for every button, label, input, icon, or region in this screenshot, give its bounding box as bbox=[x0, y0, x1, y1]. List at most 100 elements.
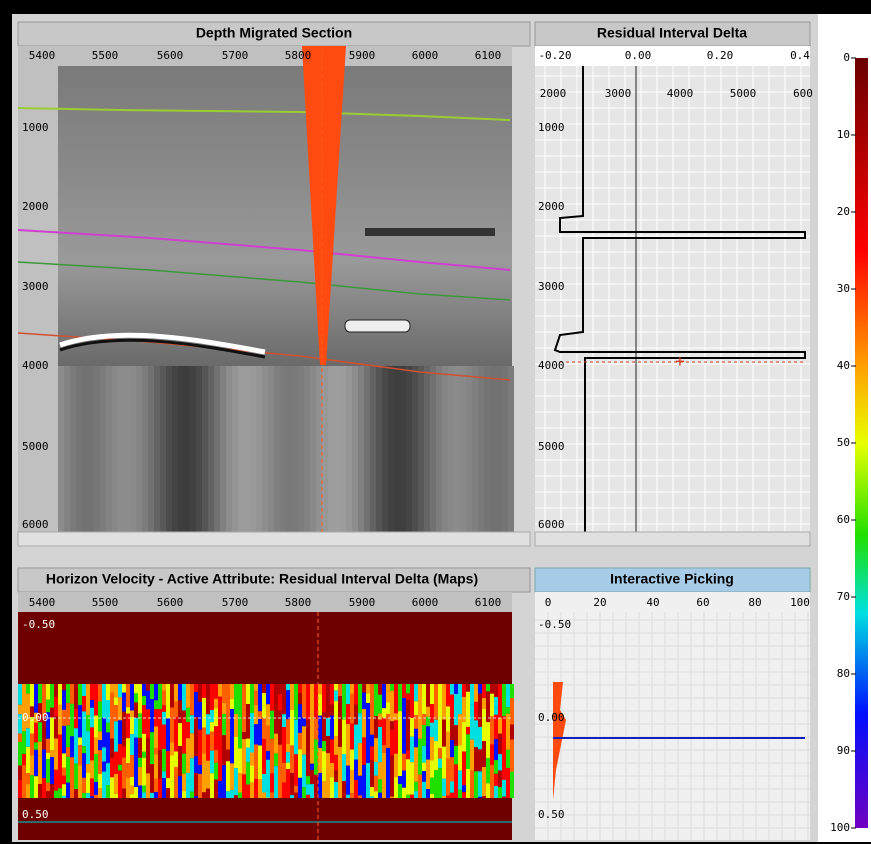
cell bbox=[298, 693, 302, 705]
cell bbox=[282, 782, 286, 798]
cell bbox=[118, 720, 122, 744]
cell bbox=[258, 778, 262, 798]
cell bbox=[450, 792, 454, 798]
cell bbox=[130, 684, 134, 711]
cell bbox=[106, 684, 110, 701]
stripe bbox=[334, 366, 340, 532]
cell bbox=[270, 684, 274, 711]
tick-label: 90 bbox=[837, 744, 850, 757]
scrollbar[interactable] bbox=[17, 531, 531, 547]
cell bbox=[434, 794, 438, 798]
cell bbox=[490, 684, 494, 694]
panel-title: Depth Migrated Section bbox=[196, 25, 352, 41]
cell bbox=[414, 747, 418, 766]
cell bbox=[362, 764, 366, 795]
cell bbox=[218, 684, 222, 697]
cell bbox=[486, 783, 490, 798]
cell bbox=[318, 772, 322, 798]
cell bbox=[330, 763, 334, 778]
cell bbox=[286, 719, 290, 731]
cell bbox=[42, 777, 46, 798]
cell bbox=[162, 684, 166, 691]
cell bbox=[142, 757, 146, 786]
cell bbox=[338, 781, 342, 798]
cell bbox=[362, 709, 366, 738]
stripe bbox=[292, 366, 298, 532]
cell bbox=[82, 684, 86, 697]
stripe bbox=[118, 366, 124, 532]
cell bbox=[54, 716, 58, 739]
cell bbox=[78, 684, 82, 706]
stripe bbox=[238, 366, 244, 532]
cell bbox=[290, 795, 294, 798]
cell bbox=[250, 726, 254, 753]
cell bbox=[250, 752, 254, 766]
cell bbox=[434, 719, 438, 742]
cell bbox=[162, 762, 166, 772]
x-axis-bar bbox=[18, 46, 512, 66]
cell bbox=[330, 715, 334, 740]
cell bbox=[286, 752, 290, 763]
stripe bbox=[76, 366, 82, 532]
cell bbox=[142, 705, 146, 734]
cell bbox=[98, 750, 102, 774]
cell bbox=[150, 732, 154, 765]
cell bbox=[66, 747, 70, 757]
stripe bbox=[484, 366, 490, 532]
cell bbox=[378, 694, 382, 714]
cell bbox=[66, 703, 70, 726]
cell bbox=[502, 739, 506, 749]
cell bbox=[462, 684, 466, 697]
cell bbox=[266, 790, 270, 798]
reflector bbox=[365, 228, 495, 236]
cell bbox=[230, 790, 234, 798]
scrollbar[interactable] bbox=[534, 531, 811, 547]
cell bbox=[346, 684, 350, 705]
cell bbox=[482, 698, 486, 709]
cell bbox=[110, 738, 114, 759]
cell bbox=[258, 745, 262, 779]
cell bbox=[490, 693, 494, 717]
cell bbox=[62, 784, 66, 796]
cell bbox=[254, 758, 258, 780]
velocity-map bbox=[18, 684, 514, 798]
cell bbox=[478, 771, 482, 797]
tick-label: 0.4 bbox=[790, 49, 810, 62]
cell bbox=[90, 699, 94, 708]
cell bbox=[134, 737, 138, 771]
stripe bbox=[142, 366, 148, 532]
stripe bbox=[184, 366, 190, 532]
cell bbox=[38, 703, 42, 723]
cell bbox=[394, 684, 398, 714]
cell bbox=[206, 734, 210, 761]
cell bbox=[70, 736, 74, 758]
cell bbox=[390, 796, 394, 798]
cell bbox=[202, 753, 206, 763]
cell bbox=[94, 684, 98, 716]
cell bbox=[438, 684, 442, 706]
stripe bbox=[172, 366, 178, 532]
cell bbox=[454, 693, 458, 726]
cell bbox=[266, 751, 270, 760]
tick-label: 0 bbox=[843, 51, 850, 64]
stripe bbox=[88, 366, 94, 532]
cell bbox=[446, 731, 450, 743]
histogram bbox=[553, 682, 566, 800]
cell bbox=[162, 748, 166, 763]
stripe bbox=[280, 366, 286, 532]
title-bar bbox=[534, 567, 811, 593]
cell bbox=[498, 733, 502, 755]
cell bbox=[50, 684, 54, 708]
cell bbox=[30, 733, 34, 742]
stripe bbox=[496, 366, 502, 532]
cell bbox=[486, 684, 490, 692]
cell bbox=[90, 707, 94, 728]
cell bbox=[170, 755, 174, 782]
cell bbox=[478, 684, 482, 694]
cell bbox=[110, 709, 114, 739]
cell bbox=[306, 742, 310, 777]
cell bbox=[398, 783, 402, 798]
cell bbox=[130, 776, 134, 786]
cell bbox=[186, 697, 190, 708]
cell bbox=[494, 707, 498, 715]
